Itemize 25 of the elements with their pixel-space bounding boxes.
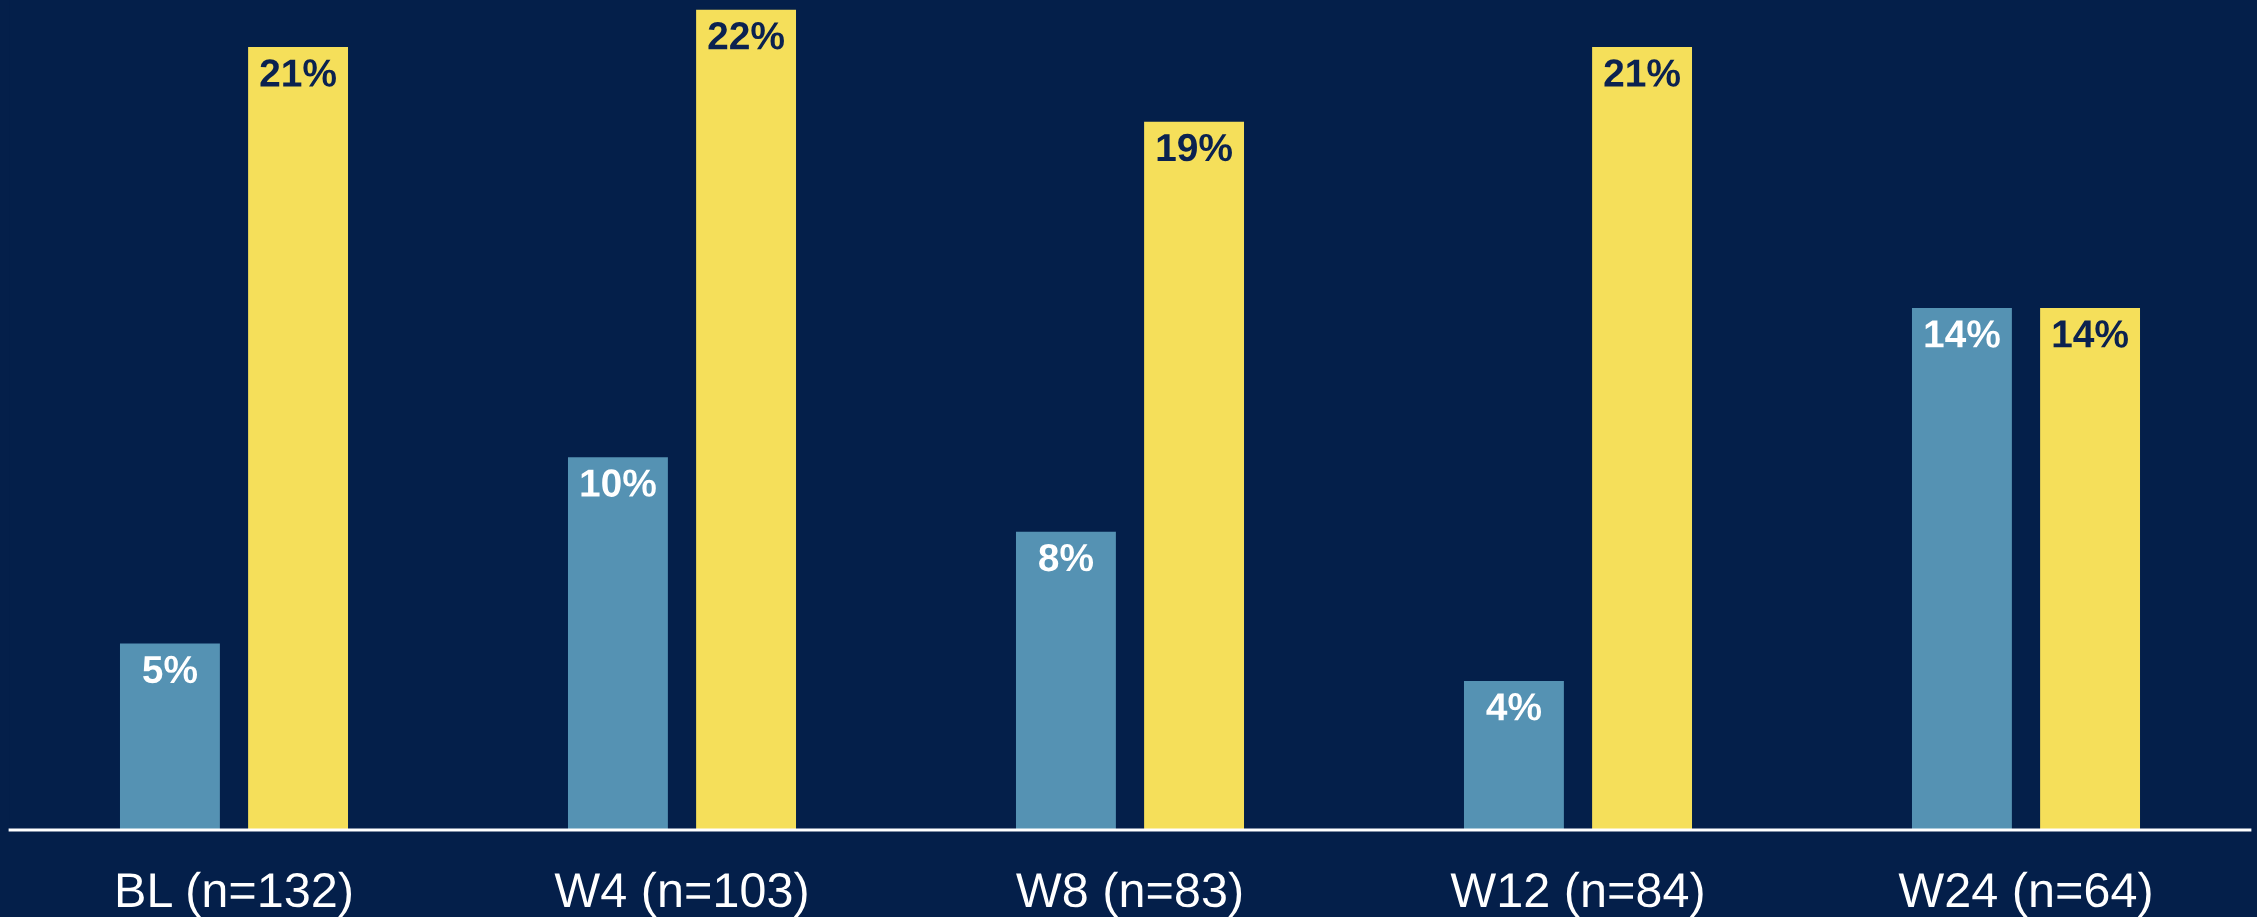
data-label: 19% [1157, 133, 1232, 162]
data-label: 22% [708, 21, 784, 50]
data-label: 10% [581, 469, 656, 497]
data-label: 14% [1925, 320, 2000, 348]
bar [1592, 47, 1693, 830]
bar [1144, 121, 1245, 830]
data-label: 14% [2053, 320, 2128, 348]
x-tick-label: BL (n=132) [117, 871, 352, 917]
data-label: 4% [1486, 693, 1542, 721]
bar [696, 9, 797, 830]
x-tick-label: W4 (n=103) [554, 871, 807, 917]
data-label: 21% [1604, 59, 1680, 87]
x-tick-label: W8 (n=83) [1016, 871, 1242, 917]
bar [248, 47, 349, 830]
bar [2040, 308, 2141, 830]
bar [1463, 680, 1564, 830]
bar [1911, 308, 2012, 830]
data-label: 5% [143, 655, 198, 684]
bar [1015, 531, 1116, 830]
bar [567, 457, 668, 830]
data-label: 21% [260, 59, 336, 87]
x-tick-label: W24 (n=64) [1898, 871, 2151, 917]
data-label: 8% [1039, 543, 1094, 572]
x-tick-label: W12 (n=84) [1450, 871, 1703, 917]
bar [119, 643, 220, 830]
